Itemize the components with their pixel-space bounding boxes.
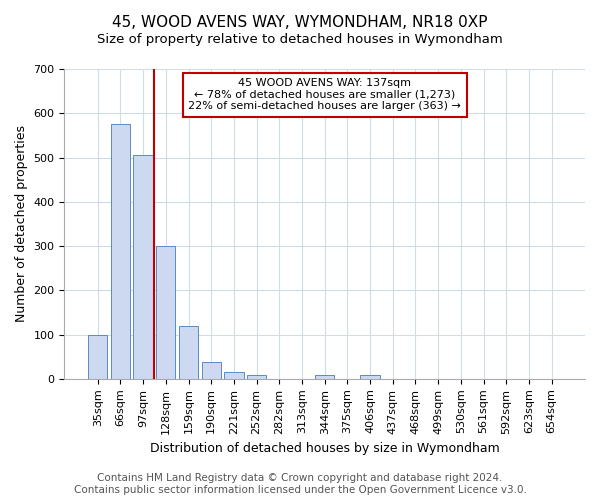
Bar (224, 372, 244, 379)
Bar (202, 362, 221, 379)
Bar (179, 326, 198, 379)
Bar (111, 124, 130, 379)
Bar (156, 246, 175, 379)
Text: Size of property relative to detached houses in Wymondham: Size of property relative to detached ho… (97, 32, 503, 46)
Text: Contains HM Land Registry data © Crown copyright and database right 2024.
Contai: Contains HM Land Registry data © Crown c… (74, 474, 526, 495)
Bar (315, 376, 334, 379)
Bar (88, 334, 107, 379)
X-axis label: Distribution of detached houses by size in Wymondham: Distribution of detached houses by size … (150, 442, 500, 455)
Bar (361, 376, 380, 379)
Bar (133, 156, 153, 379)
Text: 45 WOOD AVENS WAY: 137sqm
← 78% of detached houses are smaller (1,273)
22% of se: 45 WOOD AVENS WAY: 137sqm ← 78% of detac… (188, 78, 461, 112)
Text: 45, WOOD AVENS WAY, WYMONDHAM, NR18 0XP: 45, WOOD AVENS WAY, WYMONDHAM, NR18 0XP (112, 15, 488, 30)
Bar (247, 376, 266, 379)
Y-axis label: Number of detached properties: Number of detached properties (15, 126, 28, 322)
